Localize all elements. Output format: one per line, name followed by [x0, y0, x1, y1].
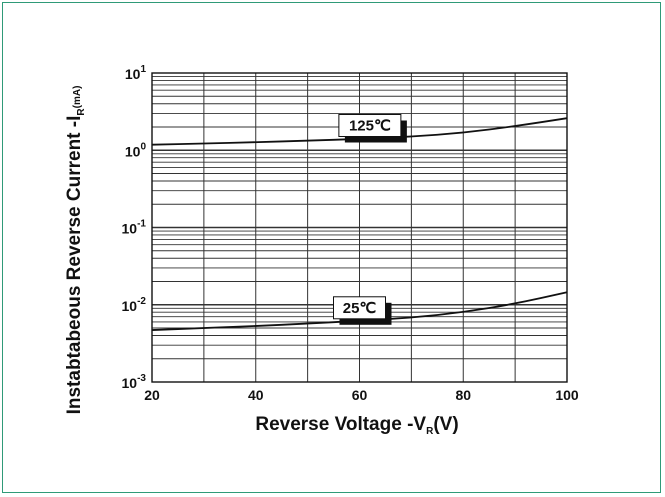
y-tick-base: 10: [122, 221, 138, 237]
y-tick-exponent: -1: [137, 219, 146, 230]
y-tick-base: 10: [122, 298, 138, 314]
x-axis-title-main: Reverse Voltage -V: [255, 414, 426, 435]
annotation-box: [333, 296, 386, 320]
y-tick-exponent: -3: [137, 373, 146, 384]
x-tick-label: 80: [455, 387, 471, 403]
y-tick-label: 101: [125, 64, 147, 82]
x-axis-title-unit: (V): [433, 414, 458, 435]
x-tick-label: 20: [144, 387, 160, 403]
plot-border: [151, 72, 568, 383]
x-tick-label: 100: [555, 387, 579, 403]
y-tick-exponent: -2: [137, 296, 146, 307]
y-tick-exponent: 1: [140, 64, 146, 75]
y-axis-title-unit: (mA): [72, 86, 83, 109]
annotation-label: 125℃: [349, 117, 391, 134]
chart-frame: [2, 2, 661, 493]
annotation-box: [338, 113, 402, 137]
series-line-0: [151, 117, 568, 146]
y-tick-base: 10: [125, 66, 141, 82]
y-tick-label: 100: [125, 141, 147, 159]
x-tick-label: 60: [352, 387, 368, 403]
y-tick-base: 10: [125, 143, 141, 159]
y-tick-label: 10-1: [122, 219, 147, 237]
x-axis-title: Reverse Voltage -VR(V): [255, 414, 458, 437]
y-axis-title-sub: R: [76, 108, 87, 116]
y-tick-base: 10: [122, 375, 138, 391]
x-tick-labels: 20 40 60 80 100: [144, 387, 579, 403]
series-layer: [151, 117, 568, 331]
y-tick-exponent: 0: [140, 141, 146, 152]
x-axis-title-sub: R: [426, 426, 434, 437]
annotation-layer: 125℃ 25℃: [333, 113, 407, 325]
annotation-label: 25℃: [343, 300, 377, 317]
y-axis-title-main: Instabtabeous Reverse Current -I: [64, 116, 85, 415]
x-tick-label: 40: [248, 387, 264, 403]
y-tick-label: 10-2: [122, 296, 147, 314]
y-tick-label: 10-3: [122, 373, 147, 391]
y-axis-title: Instabtabeous Reverse Current -IR(mA): [64, 86, 87, 415]
series-line-1: [151, 291, 568, 331]
